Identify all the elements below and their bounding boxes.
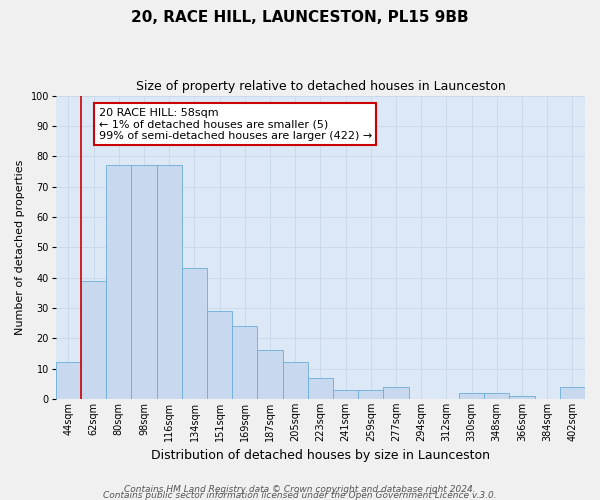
Bar bbox=[232, 326, 257, 399]
Bar bbox=[509, 396, 535, 399]
Bar bbox=[56, 362, 81, 399]
Bar bbox=[207, 311, 232, 399]
Text: Contains public sector information licensed under the Open Government Licence v.: Contains public sector information licen… bbox=[103, 490, 497, 500]
Bar bbox=[81, 280, 106, 399]
Bar bbox=[358, 390, 383, 399]
Text: Contains HM Land Registry data © Crown copyright and database right 2024.: Contains HM Land Registry data © Crown c… bbox=[124, 485, 476, 494]
Bar bbox=[383, 387, 409, 399]
Bar bbox=[459, 393, 484, 399]
Bar bbox=[308, 378, 333, 399]
Text: 20, RACE HILL, LAUNCESTON, PL15 9BB: 20, RACE HILL, LAUNCESTON, PL15 9BB bbox=[131, 10, 469, 25]
Bar bbox=[131, 166, 157, 399]
Text: 20 RACE HILL: 58sqm
← 1% of detached houses are smaller (5)
99% of semi-detached: 20 RACE HILL: 58sqm ← 1% of detached hou… bbox=[99, 108, 372, 141]
Bar bbox=[283, 362, 308, 399]
Title: Size of property relative to detached houses in Launceston: Size of property relative to detached ho… bbox=[136, 80, 505, 93]
Bar bbox=[157, 166, 182, 399]
Bar bbox=[257, 350, 283, 399]
Bar bbox=[106, 166, 131, 399]
Bar bbox=[182, 268, 207, 399]
Bar bbox=[333, 390, 358, 399]
Bar bbox=[484, 393, 509, 399]
X-axis label: Distribution of detached houses by size in Launceston: Distribution of detached houses by size … bbox=[151, 450, 490, 462]
Y-axis label: Number of detached properties: Number of detached properties bbox=[15, 160, 25, 335]
Bar bbox=[560, 387, 585, 399]
